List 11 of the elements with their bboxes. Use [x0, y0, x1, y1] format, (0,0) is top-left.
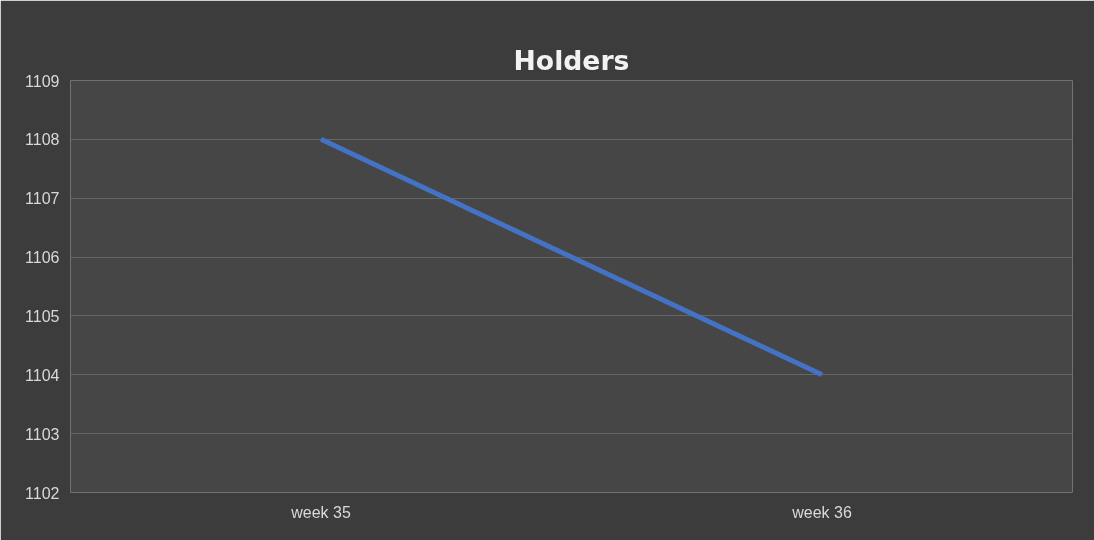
y-tick-label: 1109 — [25, 72, 60, 90]
y-tick-label: 1103 — [25, 425, 60, 443]
x-tick-label: week 35 — [290, 503, 351, 521]
y-tick-label: 1102 — [25, 484, 60, 502]
y-tick-label: 1107 — [25, 190, 60, 208]
chart-title: Holders — [513, 44, 630, 76]
y-tick-label: 1108 — [25, 131, 60, 149]
y-tick-label: 1105 — [25, 307, 60, 325]
x-tick-label: week 36 — [791, 503, 852, 521]
y-tick-label: 1104 — [25, 366, 60, 384]
y-tick-label: 1106 — [25, 249, 60, 267]
